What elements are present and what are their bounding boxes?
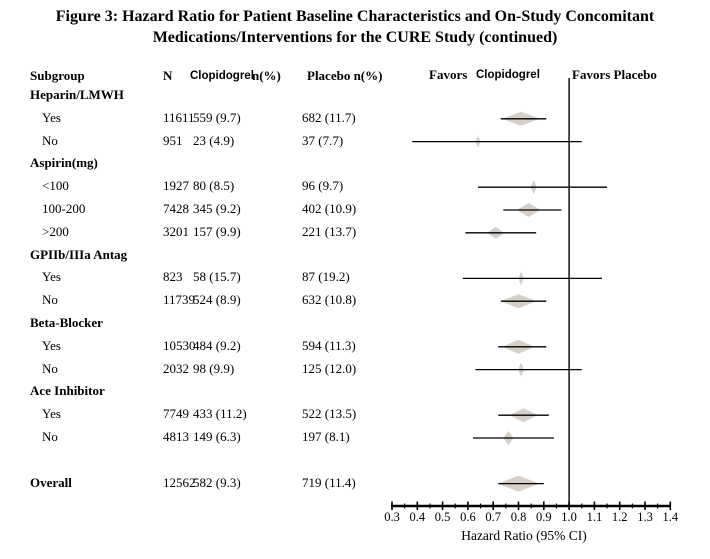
favors-clopidogrel-label-word2: Clopidogrel bbox=[476, 69, 540, 81]
row-clopidogrel-npct: 559 (9.7) bbox=[193, 109, 241, 125]
row-label: >200 bbox=[42, 223, 69, 239]
row-label: Yes bbox=[42, 109, 61, 125]
subgroup-header: Aspirin(mg) bbox=[30, 155, 98, 171]
x-tick-label: 0.3 bbox=[384, 510, 400, 524]
row-label: 100-200 bbox=[42, 201, 86, 216]
row-label: Overall bbox=[30, 474, 72, 490]
row-label: No bbox=[42, 292, 58, 308]
subgroup-header: Ace Inhibitor bbox=[30, 383, 105, 399]
x-tick-label: 1.0 bbox=[561, 510, 577, 524]
row-clopidogrel-npct: 433 (11.2) bbox=[193, 406, 247, 422]
subgroup-header: Beta-Blocker bbox=[30, 315, 103, 330]
row-n: 1927 bbox=[163, 178, 189, 194]
row-placebo-npct: 522 (13.5) bbox=[302, 406, 357, 422]
row-n: 823 bbox=[163, 269, 183, 285]
x-tick-label: 0.5 bbox=[435, 510, 451, 524]
row-n: 7749 bbox=[163, 406, 189, 422]
row-placebo-npct: 87 (19.2) bbox=[302, 269, 350, 285]
row-clopidogrel-npct: 58 (15.7) bbox=[193, 269, 241, 285]
row-n: 11739 bbox=[163, 292, 196, 308]
row-n: 4813 bbox=[163, 429, 189, 444]
row-label: No bbox=[42, 429, 58, 444]
row-label: <100 bbox=[42, 178, 69, 194]
row-placebo-npct: 221 (13.7) bbox=[302, 223, 357, 239]
row-clopidogrel-npct: 23 (4.9) bbox=[193, 132, 235, 148]
figure-title-line-1: Figure 3: Hazard Ratio for Patient Basel… bbox=[55, 8, 655, 25]
row-placebo-npct: 719 (11.4) bbox=[302, 474, 356, 490]
col-header-clopidogrel: Clopidogrel bbox=[190, 70, 254, 82]
row-n: 951 bbox=[163, 132, 183, 148]
row-n: 11611 bbox=[163, 109, 195, 125]
row-label: No bbox=[42, 132, 58, 148]
row-label: Yes bbox=[42, 337, 61, 353]
x-tick-label: 1.2 bbox=[612, 510, 628, 524]
x-tick-label: 1.4 bbox=[662, 510, 678, 524]
row-n: 12562 bbox=[163, 474, 196, 490]
row-n: 10530 bbox=[163, 337, 196, 353]
row-n: 7428 bbox=[163, 201, 189, 216]
row-clopidogrel-npct: 484 (9.2) bbox=[193, 337, 241, 353]
row-n: 2032 bbox=[163, 360, 189, 376]
row-placebo-npct: 125 (12.0) bbox=[302, 360, 357, 376]
col-header-subgroup: Subgroup bbox=[30, 68, 85, 83]
x-axis-title: Hazard Ratio (95% CI) bbox=[461, 528, 587, 543]
row-clopidogrel-npct: 157 (9.9) bbox=[193, 223, 241, 239]
row-label: Yes bbox=[42, 406, 61, 422]
figure-title-line-2: Medications/Interventions for the CURE S… bbox=[152, 29, 558, 46]
x-tick-label: 0.9 bbox=[536, 510, 552, 524]
x-tick-label: 1.1 bbox=[587, 510, 603, 524]
favors-clopidogrel-label-word1: Favors bbox=[429, 67, 468, 82]
row-clopidogrel-npct: 98 (9.9) bbox=[193, 360, 235, 376]
row-clopidogrel-npct: 582 (9.3) bbox=[193, 474, 241, 490]
row-n: 3201 bbox=[163, 223, 189, 239]
row-placebo-npct: 197 (8.1) bbox=[302, 429, 350, 444]
col-header-clopidogrel-npct: n(%) bbox=[252, 68, 281, 83]
row-placebo-npct: 632 (10.8) bbox=[302, 292, 357, 308]
subgroup-header: Heparin/LMWH bbox=[30, 87, 124, 102]
x-tick-label: 0.8 bbox=[511, 510, 527, 524]
x-tick-label: 1.3 bbox=[637, 510, 653, 524]
favors-placebo-label: Favors Placebo bbox=[572, 67, 657, 82]
row-placebo-npct: 96 (9.7) bbox=[302, 178, 344, 194]
row-label: Yes bbox=[42, 269, 61, 285]
row-placebo-npct: 594 (11.3) bbox=[302, 337, 356, 353]
row-label: No bbox=[42, 360, 58, 376]
row-placebo-npct: 37 (7.7) bbox=[302, 132, 344, 148]
col-header-placebo: Placebo n(%) bbox=[307, 68, 383, 83]
x-tick-label: 0.7 bbox=[485, 510, 501, 524]
x-tick-label: 0.4 bbox=[409, 510, 425, 524]
x-tick-label: 0.6 bbox=[460, 510, 476, 524]
row-placebo-npct: 402 (10.9) bbox=[302, 201, 357, 216]
row-clopidogrel-npct: 345 (9.2) bbox=[193, 201, 241, 216]
row-placebo-npct: 682 (11.7) bbox=[302, 109, 356, 125]
row-clopidogrel-npct: 524 (8.9) bbox=[193, 292, 241, 308]
subgroup-header: GPIIb/IIIa Antag bbox=[30, 246, 128, 262]
row-clopidogrel-npct: 149 (6.3) bbox=[193, 429, 241, 444]
row-clopidogrel-npct: 80 (8.5) bbox=[193, 178, 235, 194]
col-header-n: N bbox=[163, 68, 173, 83]
